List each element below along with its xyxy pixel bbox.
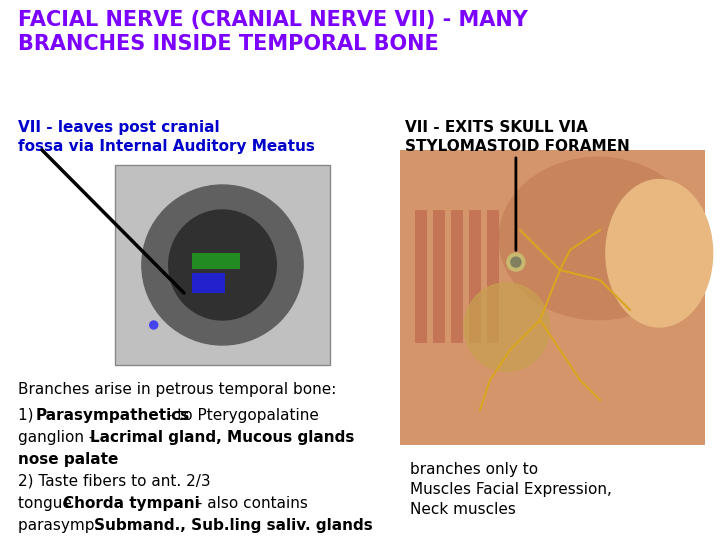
Ellipse shape — [168, 210, 276, 320]
Bar — [469, 210, 481, 343]
Text: VII - EXITS SKULL VIA
STYLOMASTOID FORAMEN: VII - EXITS SKULL VIA STYLOMASTOID FORAM… — [405, 120, 630, 153]
Text: - also contains: - also contains — [192, 496, 308, 511]
Text: VII - leaves post cranial
fossa via Internal Auditory Meatus: VII - leaves post cranial fossa via Inte… — [18, 120, 315, 153]
Circle shape — [150, 321, 158, 329]
Bar — [487, 210, 499, 343]
Bar — [433, 210, 445, 343]
Text: Chorda tympani: Chorda tympani — [63, 496, 199, 511]
Bar — [451, 210, 463, 343]
Text: branches only to
Muscles Facial Expression,
Neck muscles: branches only to Muscles Facial Expressi… — [410, 462, 612, 517]
Text: Lacrimal gland, Mucous glands: Lacrimal gland, Mucous glands — [90, 430, 354, 445]
Text: nose palate: nose palate — [18, 452, 118, 467]
Text: Parasympathetics: Parasympathetics — [36, 408, 190, 423]
Text: 2) Taste fibers to ant. 2/3: 2) Taste fibers to ant. 2/3 — [18, 474, 211, 489]
Circle shape — [507, 253, 525, 271]
Ellipse shape — [464, 283, 549, 372]
Bar — [192, 273, 225, 293]
Ellipse shape — [142, 185, 303, 345]
Ellipse shape — [606, 179, 713, 327]
Text: Branches arise in petrous temporal bone:: Branches arise in petrous temporal bone: — [18, 382, 336, 397]
Bar — [192, 253, 240, 269]
Text: parasymp.: parasymp. — [18, 518, 104, 533]
Text: tongue: tongue — [18, 496, 77, 511]
Text: 1): 1) — [18, 408, 38, 423]
Bar — [415, 210, 427, 343]
Text: Submand., Sub.ling saliv. glands: Submand., Sub.ling saliv. glands — [94, 518, 373, 533]
Bar — [400, 150, 705, 445]
Text: ganglion -: ganglion - — [18, 430, 99, 445]
Circle shape — [511, 257, 521, 267]
Text: FACIAL NERVE (CRANIAL NERVE VII) - MANY
BRANCHES INSIDE TEMPORAL BONE: FACIAL NERVE (CRANIAL NERVE VII) - MANY … — [18, 10, 528, 54]
Bar — [115, 165, 330, 365]
Text: - to Pterygopalatine: - to Pterygopalatine — [162, 408, 319, 423]
Ellipse shape — [499, 157, 698, 320]
